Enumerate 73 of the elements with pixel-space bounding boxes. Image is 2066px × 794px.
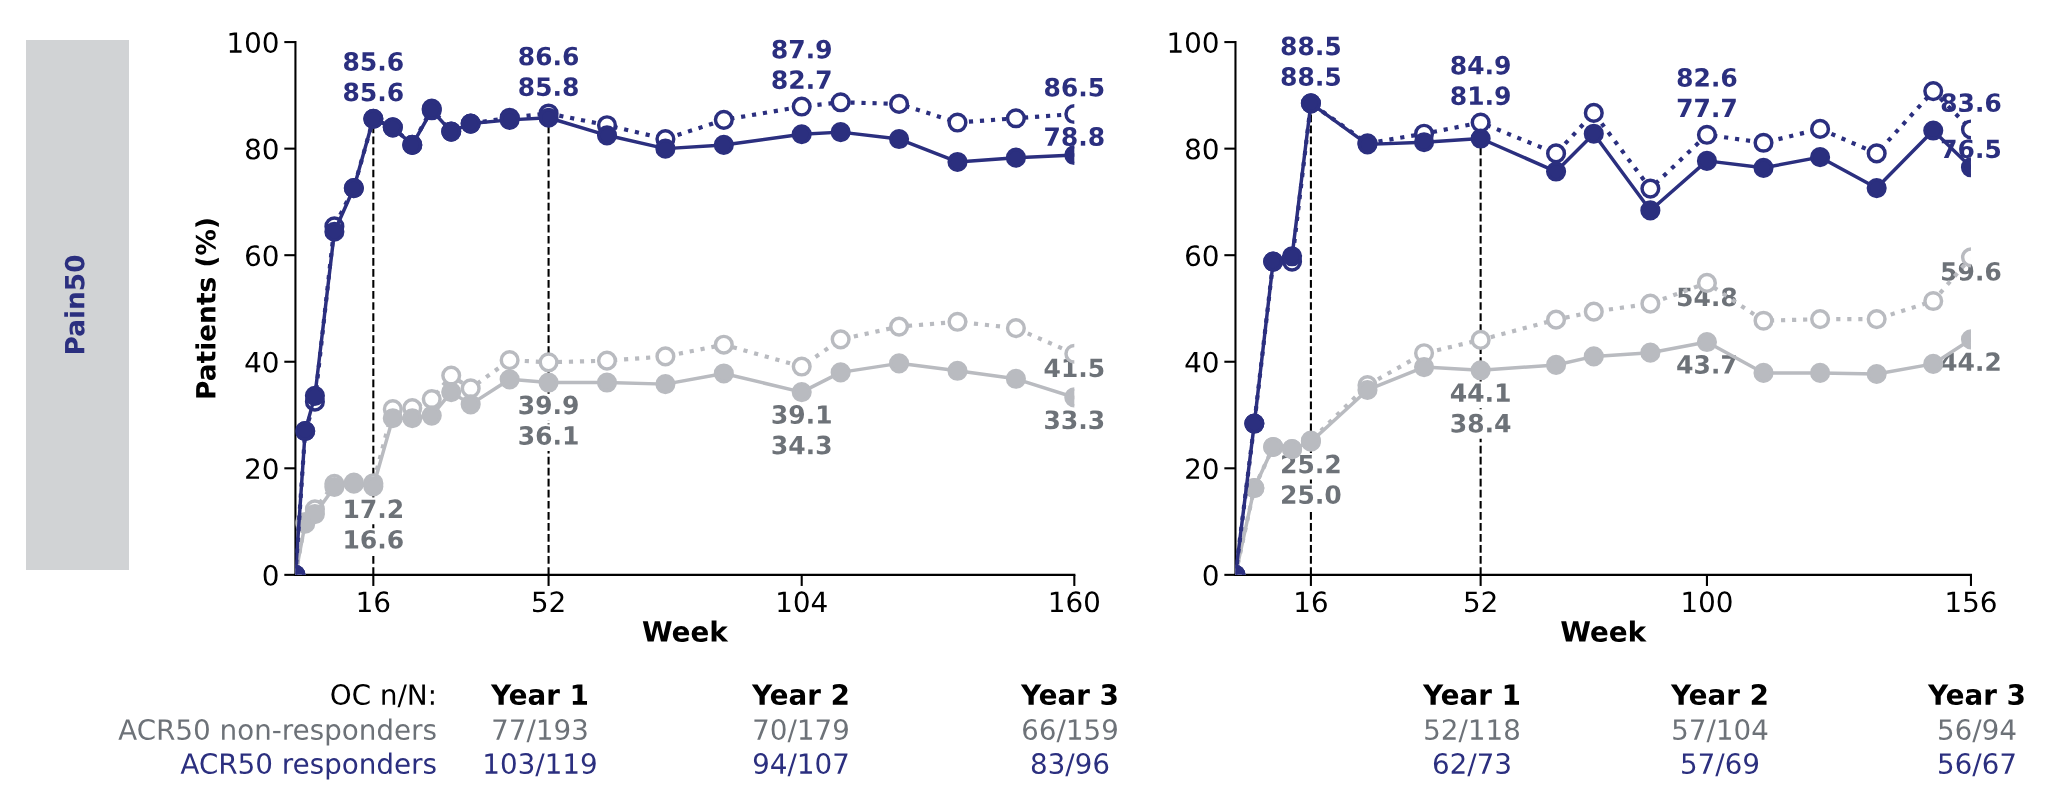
y-tick-label: 40	[245, 351, 278, 373]
x-tick-label: 160	[1050, 591, 1099, 613]
data-label: 82.6	[1677, 67, 1737, 87]
text: ACR50 non-responders	[118, 718, 436, 746]
data-label: 84.9	[1451, 55, 1510, 75]
data-label: 83.6	[1941, 93, 2001, 113]
data-label: 16.6	[345, 529, 403, 549]
text: 103/119	[485, 753, 596, 777]
text: ACR50 responders	[180, 752, 436, 780]
data-label: 88.5	[1281, 67, 1340, 87]
data-label: 87.9	[772, 39, 831, 59]
x-tick-label: 16	[1296, 591, 1327, 613]
y-tick-label: 60	[1186, 245, 1218, 267]
text: 70/179	[754, 719, 848, 743]
text: Pain50	[64, 255, 85, 354]
x-tick-label: 52	[1465, 591, 1496, 613]
y-tick-label: 20	[1186, 458, 1218, 480]
data-label: 33.3	[1045, 410, 1104, 430]
text: 94/107	[753, 753, 848, 777]
data-label: 78.8	[1045, 127, 1104, 147]
data-label: 86.6	[519, 46, 579, 66]
y-axis-title: Patients (%)	[195, 219, 219, 398]
text: 52/118	[1425, 719, 1519, 743]
x-tick-label: 16	[358, 591, 390, 613]
data-label: 17.2	[345, 499, 402, 518]
x-axis-title: Week	[642, 620, 729, 642]
data-label: 41.5	[1044, 358, 1104, 378]
data-label: 44.2	[1941, 352, 2000, 371]
data-label: 86.5	[1045, 77, 1104, 97]
text: Year 3	[1927, 684, 2024, 706]
y-tick-label: 80	[246, 138, 278, 160]
data-label: 36.1	[519, 426, 578, 445]
data-label: 81.9	[1451, 86, 1510, 106]
y-tick-label: 60	[246, 245, 278, 267]
y-tick-label: 0	[1203, 564, 1218, 586]
x-axis-title: Week	[1561, 620, 1647, 642]
data-label: 82.7	[772, 70, 831, 90]
text: Year 2	[1670, 684, 1767, 706]
text: 66/159	[1023, 719, 1117, 743]
text: 62/73	[1433, 753, 1510, 777]
data-label: 85.8	[519, 77, 578, 97]
text: Year 1	[490, 684, 588, 706]
y-tick-label: 80	[1186, 138, 1218, 160]
data-label: 44.1	[1450, 383, 1510, 402]
data-label: 39.1	[772, 405, 831, 424]
data-label: 77.7	[1677, 98, 1736, 118]
y-tick-label: 40	[1185, 351, 1218, 373]
y-tick-label: 100	[229, 32, 278, 54]
text: Year 3	[1020, 684, 1117, 706]
data-label: 39.9	[519, 395, 578, 415]
text: Year 2	[751, 684, 848, 706]
y-tick-label: 100	[1169, 32, 1218, 54]
data-label: 85.6	[344, 51, 403, 71]
x-tick-label: 156	[1947, 591, 1996, 613]
text: Year 1	[1422, 684, 1520, 706]
data-label: 43.7	[1677, 354, 1736, 374]
data-label: 25.0	[1282, 485, 1341, 505]
data-label: 88.5	[1281, 36, 1340, 56]
x-tick-label: 104	[778, 591, 827, 613]
text: 56/94	[1939, 719, 2016, 743]
text: 57/104	[1673, 719, 1768, 743]
x-tick-label: 100	[1683, 591, 1732, 613]
data-label: 34.3	[772, 435, 831, 455]
text: OC n/N:	[331, 684, 434, 708]
data-label: 85.6	[344, 82, 403, 102]
text: 83/96	[1031, 753, 1109, 777]
text: 56/67	[1939, 753, 2015, 777]
x-tick-label: 52	[533, 591, 564, 613]
y-tick-label: 20	[246, 458, 278, 480]
y-tick-label: 0	[263, 564, 278, 586]
text: 77/193	[493, 719, 587, 743]
text: 57/69	[1682, 753, 1759, 777]
data-label: 38.4	[1451, 413, 1511, 433]
